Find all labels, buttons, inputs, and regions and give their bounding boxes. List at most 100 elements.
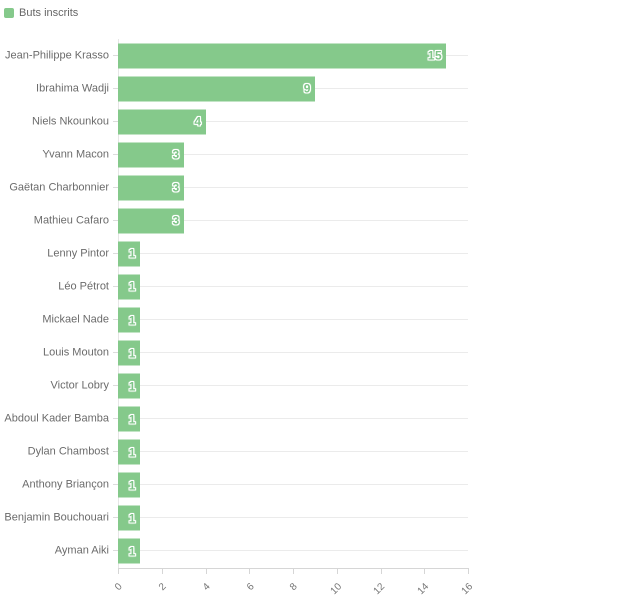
gridline <box>118 352 468 354</box>
bar-value-label: 1 <box>128 511 136 526</box>
bar[interactable]: 1 <box>118 241 140 267</box>
category-label: Abdoul Kader Bamba <box>4 412 109 425</box>
legend-item-buts-inscrits[interactable]: Buts inscrits <box>4 7 78 19</box>
x-tick-label: 10 <box>328 581 344 597</box>
bar[interactable]: 3 <box>118 175 184 201</box>
gridline <box>118 451 468 453</box>
gridline <box>118 285 468 287</box>
bar[interactable]: 15 <box>118 43 447 69</box>
chart-row: Benjamin Bouchouari 1 <box>4 502 468 535</box>
category-label: Léo Pétrot <box>58 280 109 293</box>
y-axis-tick <box>113 418 118 420</box>
chart-row: Mickael Nade 1 <box>42 304 468 337</box>
bar-value-label: 3 <box>172 180 180 195</box>
x-tick-label: 12 <box>371 581 388 597</box>
bar-value-label: 1 <box>128 445 136 460</box>
x-tick-label: 14 <box>415 581 432 597</box>
bar[interactable]: 1 <box>118 472 140 498</box>
legend-marker-icon <box>4 8 14 18</box>
x-tick-label-wrap: 4 <box>146 576 213 594</box>
chart-row: Louis Mouton 1 <box>43 337 468 370</box>
y-axis-tick <box>113 484 118 486</box>
bar-value-label: 3 <box>172 147 180 162</box>
chart-row: Gaëtan Charbonnier 3 <box>9 171 468 204</box>
x-tick-label: 6 <box>244 581 257 594</box>
x-tick-label-wrap: 0 <box>58 576 125 594</box>
chart-row: Ayman Aiki 1 <box>55 535 468 568</box>
category-label: Ibrahima Wadji <box>36 82 109 95</box>
chart-row: Lenny Pintor 1 <box>47 237 468 270</box>
bar[interactable]: 1 <box>118 406 140 432</box>
bar[interactable]: 4 <box>118 109 206 135</box>
category-label: Ayman Aiki <box>54 544 109 557</box>
y-axis-tick <box>113 285 118 287</box>
x-axis-line <box>118 568 468 569</box>
y-axis-tick <box>113 352 118 354</box>
x-tick-label: 8 <box>288 581 301 594</box>
x-tick-label-wrap: 8 <box>233 576 300 594</box>
y-axis-tick <box>113 153 118 155</box>
category-label: Mickael Nade <box>42 313 109 326</box>
bar[interactable]: 1 <box>118 307 140 333</box>
bar[interactable]: 1 <box>118 274 140 300</box>
x-axis-tick <box>468 568 469 574</box>
gridline <box>118 186 468 188</box>
plot-rows: Jean-Philippe Krasso 15 Ibrahima Wadji 9 Nie… <box>4 39 468 568</box>
chart-row: Abdoul Kader Bamba 1 <box>4 403 468 436</box>
y-axis-tick <box>113 87 118 89</box>
bar[interactable]: 3 <box>118 208 184 234</box>
bar-value-label: 1 <box>128 246 136 261</box>
chart-row: Mathieu Cafaro 3 <box>34 204 468 237</box>
gridline <box>118 418 468 420</box>
legend-label: Buts inscrits <box>19 7 79 19</box>
x-tick-label-wrap: 6 <box>189 576 257 594</box>
y-axis-line <box>118 39 119 568</box>
x-tick-label-wrap: 16 <box>408 576 475 597</box>
gridline <box>118 517 468 519</box>
bar[interactable]: 1 <box>118 373 140 399</box>
category-label: Victor Lobry <box>50 379 110 392</box>
y-axis-tick <box>113 120 118 122</box>
category-label: Lenny Pintor <box>47 247 109 260</box>
category-label: Anthony Briançon <box>22 478 109 491</box>
chart-row: Victor Lobry 1 <box>51 370 468 403</box>
bar-value-label: 1 <box>128 346 136 361</box>
bar-value-label: 4 <box>194 114 202 129</box>
chart-row: Léo Pétrot 1 <box>58 270 468 303</box>
bar-value-label: 1 <box>128 412 136 427</box>
x-tick-label-wrap: 14 <box>364 576 432 597</box>
bar-value-label: 9 <box>303 81 311 96</box>
bar-value-label: 1 <box>128 478 136 493</box>
bar[interactable]: 3 <box>118 142 184 168</box>
y-axis-tick <box>113 550 118 552</box>
y-axis-tick <box>113 385 118 387</box>
category-label: Dylan Chambost <box>27 445 109 458</box>
bar-value-label: 1 <box>128 544 136 559</box>
x-tick-label: 4 <box>200 581 213 594</box>
gridline <box>118 120 468 122</box>
chart-row: Anthony Briançon 1 <box>22 469 468 502</box>
bar[interactable]: 1 <box>118 340 140 366</box>
bar[interactable]: 9 <box>118 76 315 102</box>
bar-value-label: 1 <box>128 313 136 328</box>
category-label: Yvann Macon <box>42 148 109 161</box>
y-axis-tick <box>113 517 118 519</box>
category-label: Gaëtan Charbonnier <box>9 181 109 194</box>
x-tick-label: 0 <box>113 581 126 594</box>
gridline <box>118 484 468 486</box>
bar[interactable]: 1 <box>118 505 140 531</box>
bar[interactable]: 1 <box>118 538 140 564</box>
y-axis-tick <box>113 219 118 221</box>
category-label: Louis Mouton <box>42 346 109 359</box>
chart-row: Ibrahima Wadji 9 <box>36 72 468 105</box>
bar-value-label: 3 <box>172 213 180 228</box>
bar-value-label: 1 <box>128 379 136 394</box>
gridline <box>118 550 468 552</box>
x-tick-label-wrap: 10 <box>277 576 344 597</box>
y-axis-tick <box>113 451 118 453</box>
bar[interactable]: 1 <box>118 439 140 465</box>
y-axis-tick <box>113 186 118 188</box>
x-tick-label: 2 <box>157 581 169 594</box>
y-axis-tick <box>113 252 118 254</box>
